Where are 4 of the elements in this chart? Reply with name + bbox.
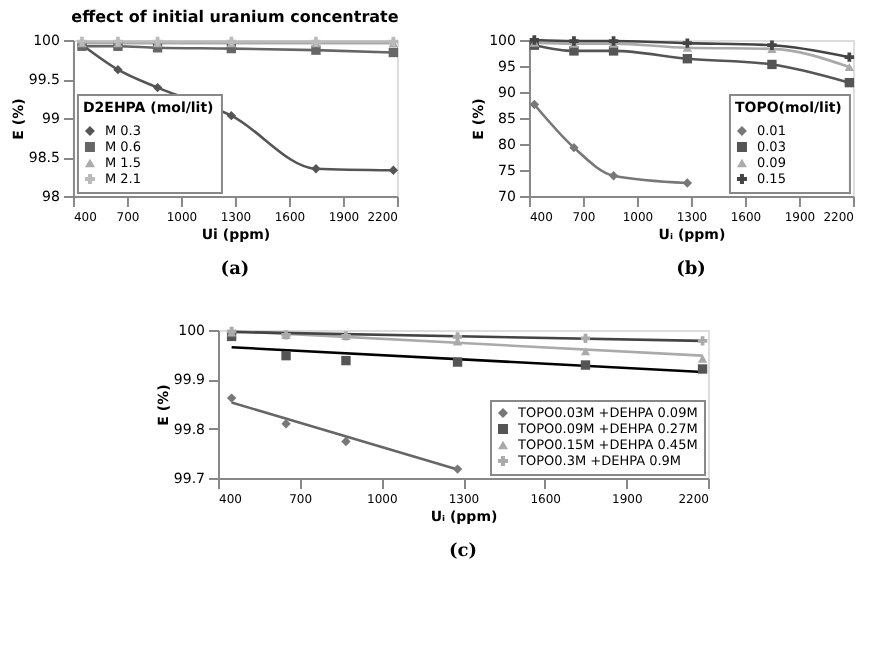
text: (a) <box>220 260 250 280</box>
text: (c) <box>449 542 477 562</box>
chart-title: effect of initial uranium concentrate <box>71 8 400 26</box>
text: (b) <box>676 260 706 280</box>
